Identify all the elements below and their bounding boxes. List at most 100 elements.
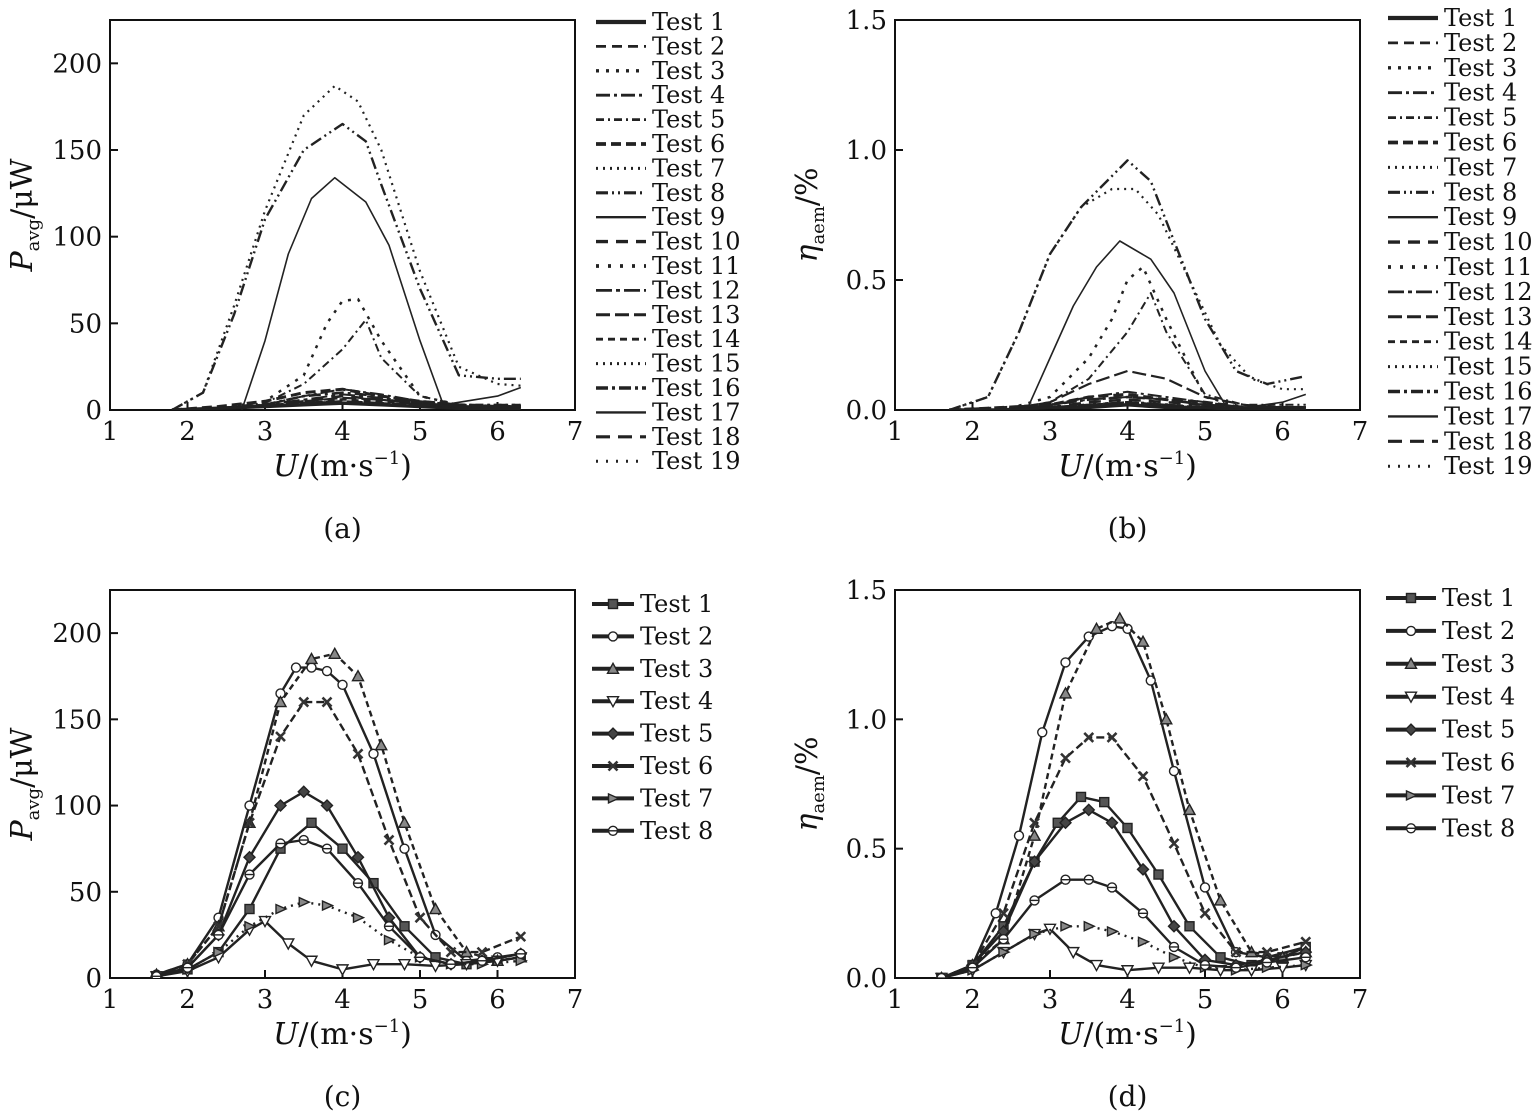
data-point	[304, 955, 319, 968]
data-point	[321, 665, 333, 677]
series-18	[949, 401, 1306, 410]
legend-item: Test 1	[596, 8, 725, 36]
data-point	[281, 938, 295, 951]
series-line	[948, 159, 1307, 410]
data-point	[515, 948, 526, 960]
x-tick-label: 5	[1197, 985, 1214, 1015]
x-tick-label: 7	[1352, 985, 1369, 1015]
data-point	[351, 850, 365, 864]
data-point	[352, 877, 364, 889]
data-point	[1136, 634, 1150, 647]
data-point	[1199, 959, 1211, 971]
series-line	[949, 401, 1306, 410]
series-9	[1026, 240, 1307, 410]
legend-item: Test 8	[1388, 178, 1517, 206]
y-tick-label: 0.5	[846, 835, 887, 865]
x-tick-label: 1	[887, 417, 904, 447]
data-point	[244, 903, 255, 915]
x-axis-title-part: /(m·s	[1083, 1017, 1158, 1052]
data-point	[1060, 657, 1071, 668]
legend-label: Test 1	[1442, 584, 1515, 612]
data-point	[274, 799, 287, 813]
data-point	[297, 785, 311, 799]
data-point	[1106, 732, 1118, 743]
data-point	[1106, 925, 1120, 938]
legend-label: Test 1	[640, 590, 713, 618]
legend-marker	[1405, 789, 1419, 801]
data-point	[321, 843, 333, 854]
legend-item: Test 5	[592, 720, 713, 748]
legend-label: Test 5	[1442, 716, 1515, 744]
legend-marker	[607, 631, 619, 642]
data-point	[244, 869, 255, 880]
legend-label: Test 11	[652, 252, 740, 280]
data-point	[1213, 893, 1228, 906]
data-point	[383, 834, 395, 846]
y-axis-title-part: /%	[790, 167, 825, 206]
data-point	[306, 817, 317, 828]
data-point	[1199, 907, 1211, 919]
legend-item: Test 5	[596, 106, 725, 134]
series-8	[936, 874, 1311, 978]
legend-label: Test 9	[1444, 203, 1517, 231]
legend-item: Test 2	[1388, 29, 1517, 57]
x-tick-label: 7	[567, 985, 584, 1015]
y-axis-title-part: aem	[808, 775, 829, 813]
x-axis-title-part: −1	[374, 448, 401, 469]
y-axis-title: Pavg/μW	[5, 727, 44, 841]
legend-label: Test 1	[1444, 4, 1517, 32]
data-point	[1083, 920, 1096, 932]
data-point	[213, 946, 226, 958]
legend-label: Test 12	[1444, 278, 1532, 306]
legend-item: Test 2	[596, 32, 725, 60]
data-point	[321, 696, 333, 708]
legend-item: Test 8	[1386, 814, 1515, 842]
series-line	[241, 176, 522, 410]
legend-label: Test 4	[1444, 79, 1517, 107]
data-point	[1066, 946, 1080, 960]
series-3	[937, 611, 1313, 978]
data-point	[244, 920, 257, 932]
data-point	[298, 896, 311, 908]
x-tick-label: 4	[1119, 985, 1136, 1015]
data-point	[1082, 803, 1096, 817]
legend-item: Test 14	[596, 325, 740, 353]
legend-label: Test 13	[652, 301, 740, 329]
legend-label: Test 8	[652, 179, 725, 207]
series-line	[171, 122, 521, 410]
legend-item: Test 19	[596, 447, 740, 475]
legend-label: Test 11	[1444, 253, 1532, 281]
series-8	[171, 122, 521, 410]
x-tick-label: 3	[1042, 985, 1059, 1015]
data-point	[1113, 611, 1127, 624]
legend-label: Test 7	[652, 154, 725, 182]
legend-label: Test 3	[640, 655, 713, 683]
data-point	[243, 850, 256, 864]
legend-marker	[606, 727, 620, 741]
legend-label: Test 3	[1442, 650, 1515, 678]
y-axis-title-part: /μW	[5, 158, 40, 219]
data-point	[445, 946, 457, 958]
legend-item: Test 17	[1388, 402, 1532, 430]
legend-item: Test 4	[1386, 683, 1515, 711]
data-point	[335, 964, 350, 977]
data-point	[1083, 874, 1094, 885]
data-point	[1060, 920, 1073, 932]
y-tick-label: 1.0	[846, 136, 887, 166]
legend-item: Test 17	[596, 398, 740, 426]
data-point	[1058, 686, 1073, 699]
x-tick-label: 5	[412, 985, 429, 1015]
legend-label: Test 2	[652, 32, 725, 60]
data-point	[1089, 621, 1104, 634]
data-point	[383, 934, 397, 946]
legend-item: Test 7	[592, 784, 713, 812]
plot-frame	[109, 19, 576, 411]
series-3	[150, 646, 528, 978]
series-2	[151, 662, 526, 978]
data-point	[244, 817, 255, 829]
data-point	[1105, 816, 1119, 830]
x-tick-label: 2	[179, 985, 196, 1015]
data-point	[244, 800, 255, 811]
data-point	[337, 679, 348, 691]
legend-label: Test 2	[640, 622, 713, 650]
